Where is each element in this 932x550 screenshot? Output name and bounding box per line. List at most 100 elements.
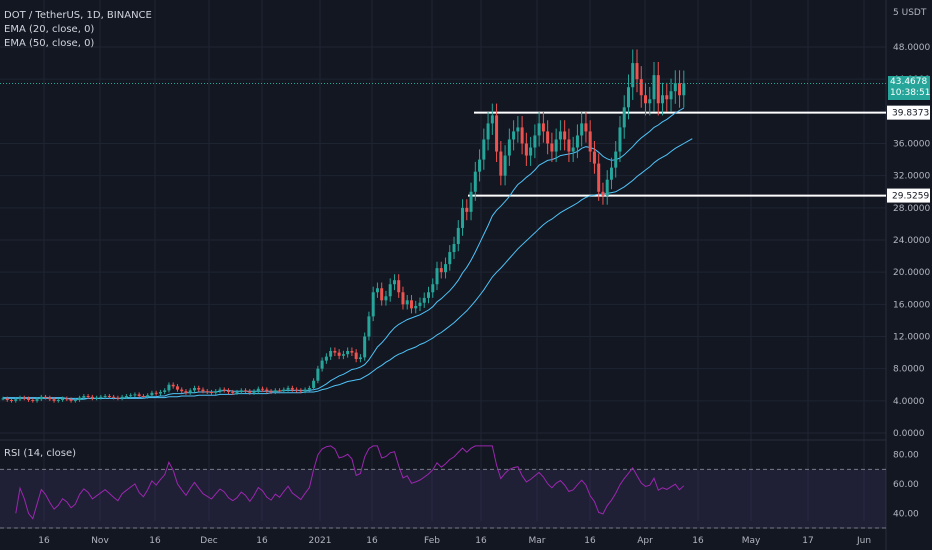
- candle-body: [218, 389, 222, 392]
- rsi-tick-label: 40.00: [893, 509, 919, 519]
- candle-body: [584, 123, 588, 132]
- candle-body: [350, 350, 354, 353]
- level-badge: [887, 188, 930, 203]
- candle-body: [99, 396, 103, 398]
- candle-body: [490, 115, 494, 124]
- candle-body: [648, 99, 652, 104]
- y-tick-label: 0.0000: [893, 429, 925, 439]
- candle-body: [290, 387, 294, 390]
- candle-body: [418, 302, 422, 306]
- candle-body: [665, 95, 669, 100]
- candle-body: [248, 391, 252, 393]
- candle-body: [673, 83, 677, 92]
- candle-body: [209, 391, 213, 393]
- candle-body: [422, 297, 426, 303]
- candle-body: [520, 127, 524, 144]
- candle-body: [427, 292, 430, 298]
- x-tick-label: Feb: [424, 536, 440, 546]
- x-tick-label: Nov: [91, 536, 109, 546]
- candle-body: [299, 390, 303, 392]
- candle-body: [431, 284, 435, 293]
- candle-body: [171, 384, 175, 387]
- candle-body: [452, 244, 456, 253]
- candle-body: [588, 131, 592, 152]
- candle-body: [329, 350, 333, 357]
- y-tick-label: 4.0000: [893, 397, 925, 407]
- y-tick-label: 12.0000: [893, 333, 930, 343]
- candle-body: [397, 280, 401, 293]
- candle-body: [103, 396, 107, 398]
- candle-body: [392, 280, 396, 285]
- candle-body: [622, 107, 626, 128]
- rsi-band: [0, 469, 886, 528]
- candle-body: [516, 127, 520, 132]
- candle-body: [469, 191, 473, 212]
- y-tick-label: 36.0000: [893, 140, 930, 150]
- candle-body: [320, 360, 324, 369]
- candle-body: [133, 394, 137, 396]
- x-tick-label: 17: [802, 536, 813, 546]
- candle-body: [205, 391, 209, 393]
- symbol-title[interactable]: DOT / TetherUS, 1D, BINANCE: [4, 10, 152, 21]
- candle-body: [244, 390, 248, 392]
- currency-label[interactable]: 5 USDT: [893, 8, 926, 18]
- x-tick-label: 16: [149, 536, 161, 546]
- candle-body: [316, 368, 320, 381]
- candle-body: [158, 391, 162, 394]
- candle-body: [669, 91, 673, 100]
- candle-body: [282, 389, 286, 392]
- candle-body: [286, 387, 290, 390]
- candle-body: [507, 139, 511, 156]
- candle-body: [52, 399, 56, 401]
- x-tick-label: 16: [692, 536, 704, 546]
- ema50-legend[interactable]: EMA (50, close, 0): [4, 38, 95, 49]
- candle-body: [380, 288, 384, 301]
- candle-body: [150, 392, 154, 396]
- candle-body: [631, 63, 635, 88]
- candle-body: [197, 387, 201, 390]
- last-price-badge: 43.4678 10:38:51: [888, 76, 930, 100]
- candle-body: [414, 305, 418, 309]
- candle-body: [61, 398, 65, 401]
- candle-body: [184, 391, 188, 393]
- candle-body: [592, 151, 596, 164]
- chart-grid: [0, 0, 887, 550]
- candle-body: [112, 396, 116, 398]
- support-resistance-lines[interactable]: 39.8373 29.5259: [468, 105, 930, 203]
- candle-body: [69, 399, 73, 401]
- candle-body: [456, 227, 460, 245]
- candle-body: [5, 398, 9, 401]
- candle-body: [141, 396, 145, 398]
- y-tick-label: 32.0000: [893, 172, 930, 182]
- price-axis[interactable]: 48.000044.000036.000032.000028.000024.00…: [893, 43, 930, 519]
- rsi-legend[interactable]: RSI (14, close): [4, 448, 77, 459]
- candle-body: [346, 350, 350, 355]
- x-tick-label: 16: [475, 536, 487, 546]
- x-tick-label: 16: [256, 536, 268, 546]
- candle-body: [273, 390, 277, 392]
- candle-body: [482, 139, 486, 160]
- candle-body: [261, 388, 265, 390]
- candle-body: [303, 389, 307, 392]
- candle-body: [541, 123, 545, 132]
- candle-body: [409, 300, 413, 309]
- candle-body: [571, 147, 575, 152]
- x-tick-label: Dec: [200, 536, 217, 546]
- candle-body: [444, 264, 448, 273]
- candle-body: [73, 400, 77, 402]
- level-label: 29.5259: [892, 192, 929, 202]
- candle-body: [614, 151, 618, 168]
- candle-body: [137, 394, 141, 397]
- candle-body: [495, 115, 499, 152]
- candle-body: [39, 396, 43, 400]
- candle-body: [537, 123, 541, 136]
- candle-body: [222, 389, 226, 391]
- candle-body: [86, 396, 90, 398]
- time-axis[interactable]: 16 Nov 16 Dec 16 2021 16 Feb 16 Mar 16 Apr 16 May 17 Ju…: [38, 536, 871, 546]
- candle-body: [546, 131, 550, 144]
- candle-body: [529, 147, 533, 156]
- candle-body: [401, 292, 405, 305]
- ema20-legend[interactable]: EMA (20, close, 0): [4, 24, 95, 35]
- candle-body: [188, 390, 192, 393]
